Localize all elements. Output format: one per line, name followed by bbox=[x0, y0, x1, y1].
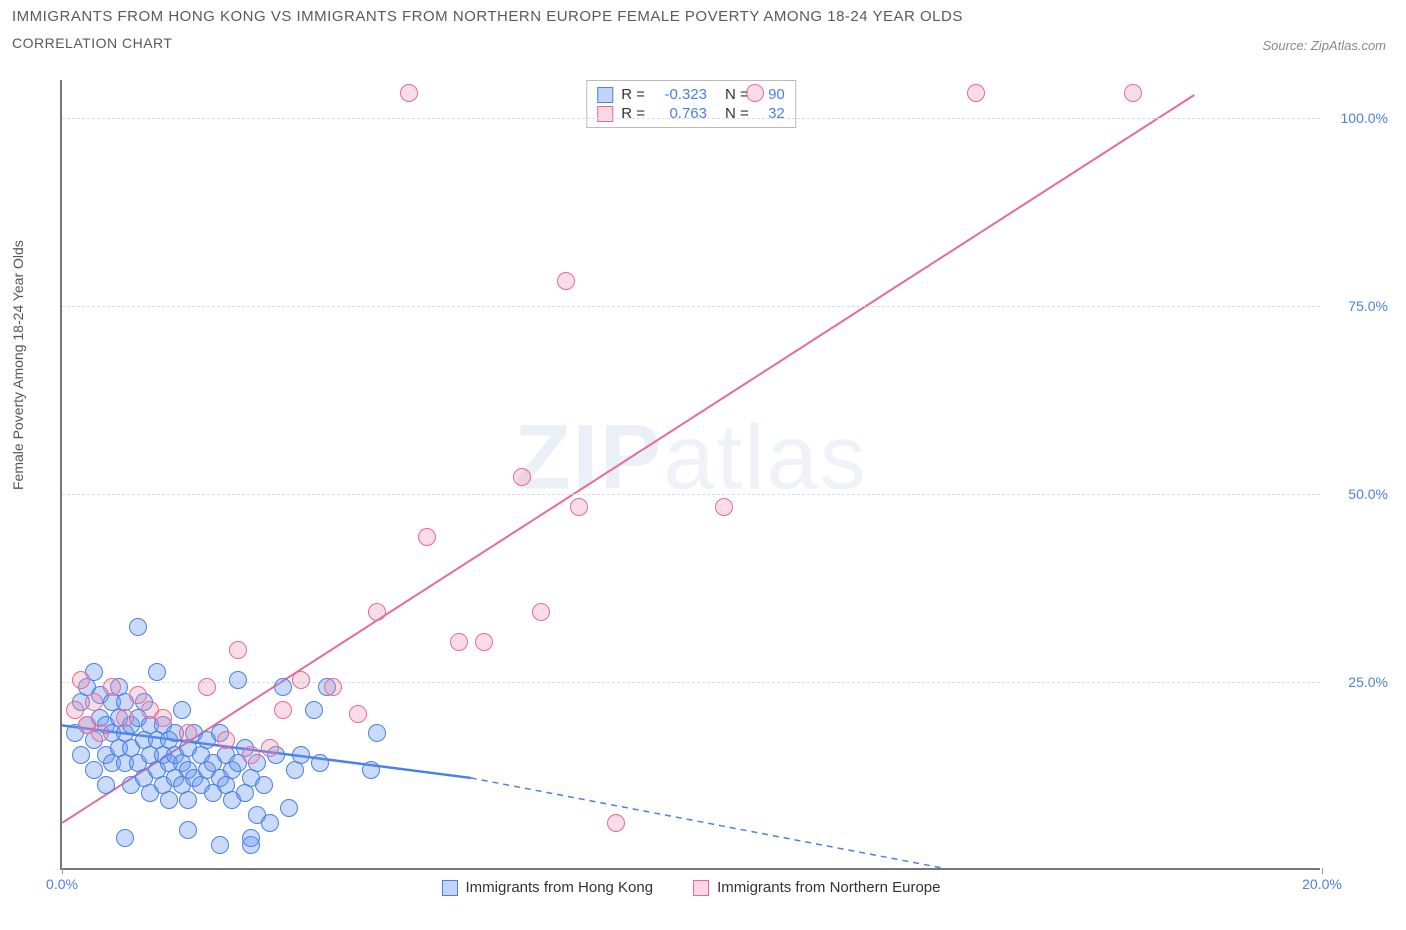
data-point bbox=[292, 671, 310, 689]
r-value: 0.763 bbox=[653, 105, 707, 122]
data-point bbox=[324, 678, 342, 696]
data-point bbox=[292, 746, 310, 764]
legend-label: Immigrants from Northern Europe bbox=[717, 879, 940, 896]
data-point bbox=[418, 528, 436, 546]
data-point bbox=[242, 829, 260, 847]
legend-swatch bbox=[597, 87, 613, 103]
y-tick-label: 75.0% bbox=[1328, 298, 1388, 314]
legend-swatch bbox=[597, 106, 613, 122]
y-tick-label: 100.0% bbox=[1328, 110, 1388, 126]
data-point bbox=[311, 754, 329, 772]
data-point bbox=[557, 272, 575, 290]
data-point bbox=[349, 705, 367, 723]
y-axis-label: Female Poverty Among 18-24 Year Olds bbox=[10, 240, 26, 490]
data-point bbox=[400, 84, 418, 102]
data-point bbox=[229, 641, 247, 659]
chart-container: Female Poverty Among 18-24 Year Olds ZIP… bbox=[0, 70, 1406, 920]
data-point bbox=[255, 776, 273, 794]
data-point bbox=[532, 603, 550, 621]
legend-swatch bbox=[442, 880, 458, 896]
data-point bbox=[97, 776, 115, 794]
data-point bbox=[305, 701, 323, 719]
r-label: R = bbox=[621, 86, 645, 103]
source-attribution: Source: ZipAtlas.com bbox=[1262, 38, 1386, 53]
gridline bbox=[62, 306, 1320, 307]
data-point bbox=[148, 663, 166, 681]
data-point bbox=[129, 686, 147, 704]
data-point bbox=[746, 84, 764, 102]
data-point bbox=[173, 701, 191, 719]
data-point bbox=[513, 468, 531, 486]
legend-label: Immigrants from Hong Kong bbox=[466, 879, 654, 896]
n-label: N = bbox=[725, 105, 749, 122]
data-point bbox=[160, 791, 178, 809]
data-point bbox=[85, 693, 103, 711]
data-point bbox=[103, 678, 121, 696]
legend-item: Immigrants from Hong Kong bbox=[442, 879, 654, 896]
n-value: 32 bbox=[757, 105, 785, 122]
r-label: R = bbox=[621, 105, 645, 122]
data-point bbox=[362, 761, 380, 779]
title-line-1: IMMIGRANTS FROM HONG KONG VS IMMIGRANTS … bbox=[12, 8, 1394, 25]
data-point bbox=[217, 731, 235, 749]
data-point bbox=[229, 671, 247, 689]
data-point bbox=[72, 671, 90, 689]
series-legend: Immigrants from Hong Kong Immigrants from… bbox=[62, 879, 1320, 896]
data-point bbox=[66, 701, 84, 719]
gridline bbox=[62, 118, 1320, 119]
r-value: -0.323 bbox=[653, 86, 707, 103]
title-line-2: CORRELATION CHART bbox=[12, 35, 1394, 51]
data-point bbox=[91, 724, 109, 742]
data-point bbox=[242, 746, 260, 764]
data-point bbox=[475, 633, 493, 651]
data-point bbox=[211, 836, 229, 854]
data-point bbox=[450, 633, 468, 651]
scatter-plot: ZIPatlas R =-0.323N =90R =0.763N =32 Imm… bbox=[60, 80, 1320, 870]
x-tick-label: 0.0% bbox=[46, 876, 78, 892]
chart-title-block: IMMIGRANTS FROM HONG KONG VS IMMIGRANTS … bbox=[0, 0, 1406, 55]
x-tick bbox=[1322, 868, 1323, 874]
y-tick-label: 25.0% bbox=[1328, 674, 1388, 690]
data-point bbox=[274, 701, 292, 719]
legend-item: Immigrants from Northern Europe bbox=[693, 879, 940, 896]
data-point bbox=[280, 799, 298, 817]
data-point bbox=[85, 761, 103, 779]
data-point bbox=[274, 678, 292, 696]
data-point bbox=[179, 724, 197, 742]
data-point bbox=[261, 739, 279, 757]
stats-row: R = 0.763 N = 32 bbox=[597, 104, 785, 123]
correlation-stats-box: R =-0.323N =90R =0.763N =32 bbox=[586, 80, 796, 128]
data-point bbox=[967, 84, 985, 102]
data-point bbox=[116, 709, 134, 727]
data-point bbox=[1124, 84, 1142, 102]
data-point bbox=[116, 829, 134, 847]
data-point bbox=[198, 678, 216, 696]
data-point bbox=[261, 814, 279, 832]
y-tick-label: 50.0% bbox=[1328, 486, 1388, 502]
legend-swatch bbox=[693, 880, 709, 896]
data-point bbox=[715, 498, 733, 516]
data-point bbox=[179, 791, 197, 809]
x-tick bbox=[62, 868, 63, 874]
gridline bbox=[62, 494, 1320, 495]
data-point bbox=[368, 603, 386, 621]
data-point bbox=[72, 746, 90, 764]
data-point bbox=[129, 618, 147, 636]
data-point bbox=[154, 709, 172, 727]
data-point bbox=[179, 821, 197, 839]
data-point bbox=[368, 724, 386, 742]
x-tick-label: 20.0% bbox=[1302, 876, 1342, 892]
gridline bbox=[62, 682, 1320, 683]
data-point bbox=[570, 498, 588, 516]
data-point bbox=[607, 814, 625, 832]
